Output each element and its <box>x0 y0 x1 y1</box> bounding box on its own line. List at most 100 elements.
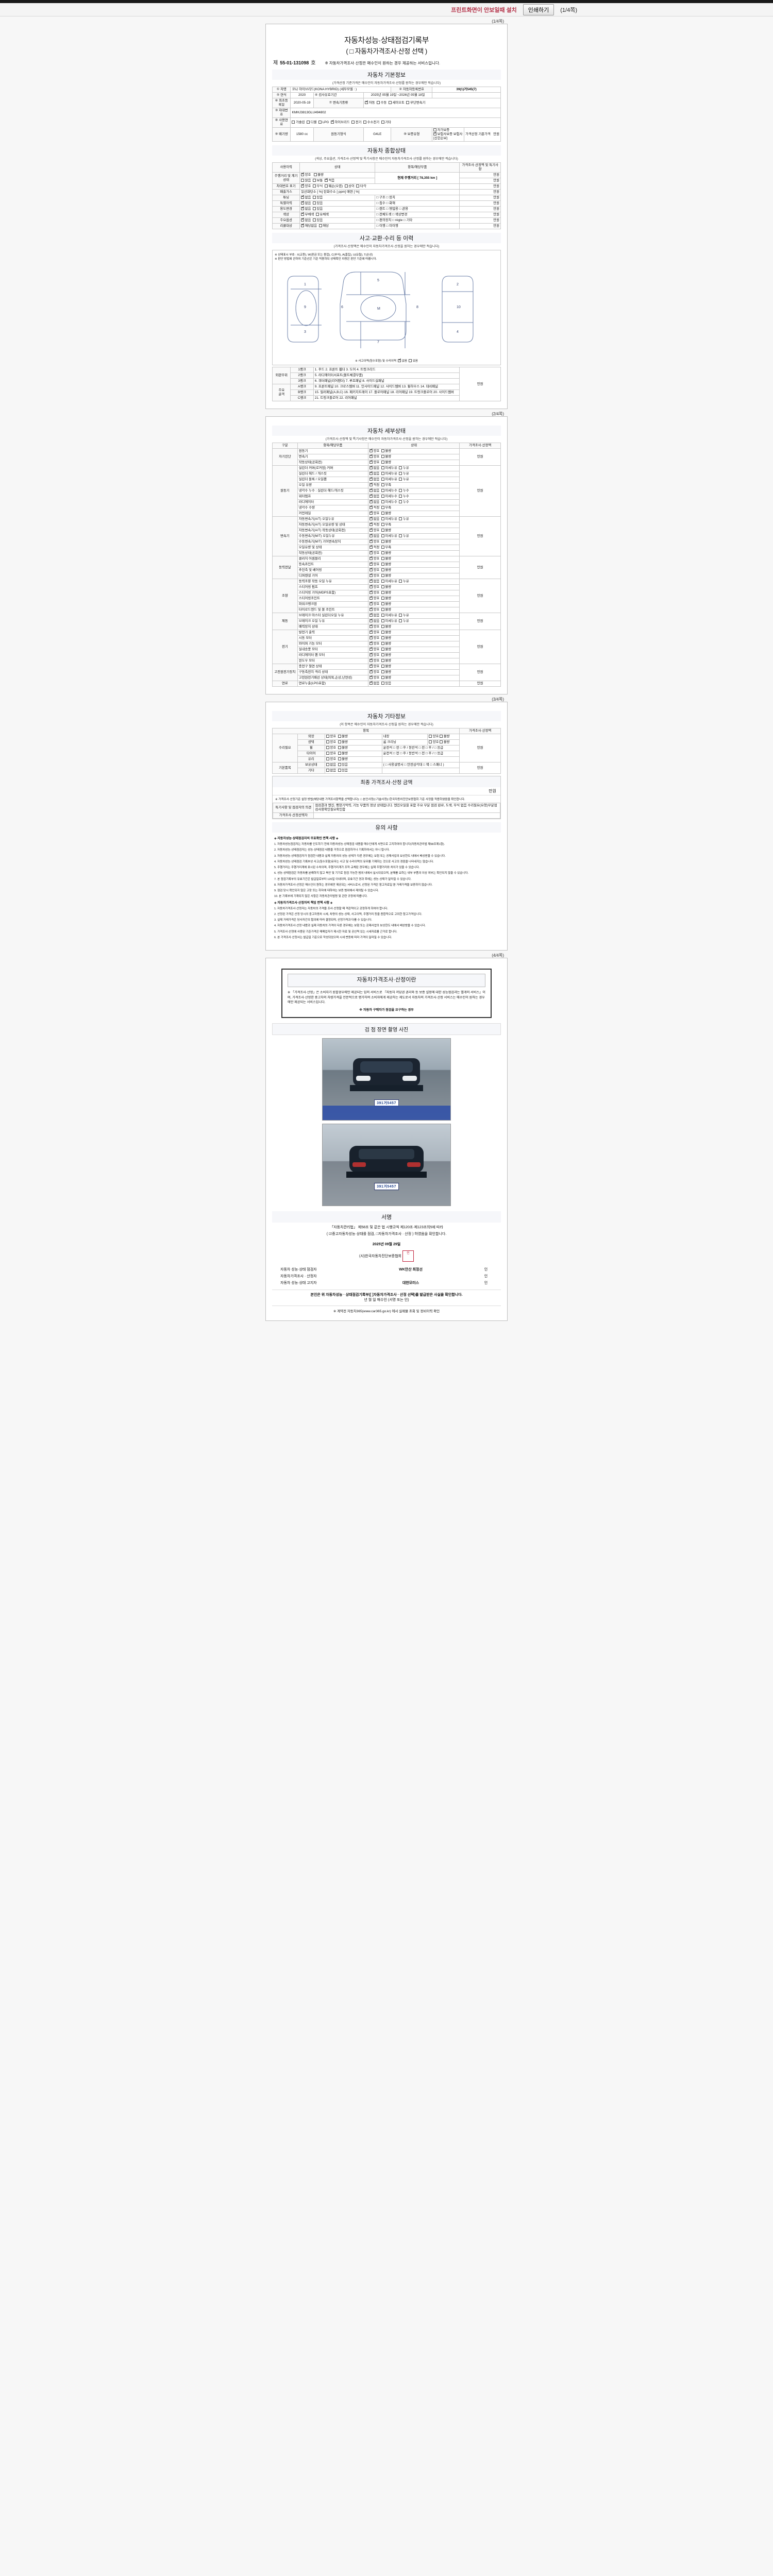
checkbox-없음[interactable] <box>369 516 373 520</box>
checkbox-hydrogen[interactable] <box>363 121 367 124</box>
checkbox-accident-none[interactable] <box>398 358 401 362</box>
checkbox-미세누유[interactable] <box>381 472 384 475</box>
checkbox-recall-na[interactable] <box>301 223 305 227</box>
checkbox-불량[interactable] <box>381 568 384 571</box>
checkbox-양호[interactable] <box>369 635 373 639</box>
checkbox-있음[interactable] <box>381 682 384 685</box>
checkbox-불량[interactable] <box>381 512 384 515</box>
checkbox-불량[interactable] <box>338 735 341 738</box>
checkbox-누유[interactable] <box>399 580 402 583</box>
checkbox-부족[interactable] <box>381 506 384 509</box>
checkbox-없음[interactable] <box>369 579 373 583</box>
checkbox-accident-yes[interactable] <box>409 359 412 362</box>
checkbox-양호[interactable] <box>369 664 373 668</box>
checkbox-누유[interactable] <box>399 472 402 475</box>
checkbox-양호[interactable] <box>369 675 373 679</box>
checkbox-mileage-good[interactable] <box>301 172 305 176</box>
checkbox-양호[interactable] <box>326 735 329 738</box>
checkbox-불량[interactable] <box>381 585 384 588</box>
checkbox-없음[interactable] <box>369 681 373 685</box>
checkbox-불량[interactable] <box>338 752 341 755</box>
checkbox-부족[interactable] <box>381 483 384 486</box>
checkbox-누유[interactable] <box>399 478 402 481</box>
checkbox-불량[interactable] <box>381 659 384 662</box>
checkbox-양호[interactable] <box>429 740 432 743</box>
checkbox-양호[interactable] <box>369 630 373 634</box>
checkbox-불량[interactable] <box>381 648 384 651</box>
checkbox-미세누유[interactable] <box>381 619 384 622</box>
checkbox-불량[interactable] <box>381 636 384 639</box>
checkbox-양호[interactable] <box>369 562 373 566</box>
checkbox-적정[interactable] <box>369 482 373 486</box>
checkbox-mileage-bad[interactable] <box>313 173 317 176</box>
checkbox-양호[interactable] <box>369 448 373 452</box>
checkbox-양호[interactable] <box>369 590 373 594</box>
checkbox-양호[interactable] <box>369 607 373 611</box>
checkbox-누유[interactable] <box>399 466 402 469</box>
checkbox-누유[interactable] <box>399 517 402 520</box>
checkbox-불량[interactable] <box>381 461 384 464</box>
checkbox-special-none[interactable] <box>301 200 305 205</box>
checkbox-있음[interactable] <box>338 763 341 766</box>
checkbox-recall-yes[interactable] <box>318 224 322 227</box>
checkbox-불량[interactable] <box>381 631 384 634</box>
checkbox-vin-different[interactable] <box>344 184 348 188</box>
checkbox-양호[interactable] <box>369 511 373 515</box>
checkbox-불량[interactable] <box>381 625 384 628</box>
checkbox-special-yes[interactable] <box>312 201 316 205</box>
checkbox-양호[interactable] <box>369 596 373 600</box>
checkbox-diesel[interactable] <box>307 121 310 124</box>
checkbox-불량[interactable] <box>381 653 384 656</box>
checkbox-없음[interactable] <box>369 488 373 492</box>
checkbox-누유[interactable] <box>399 534 402 537</box>
checkbox-미세누유[interactable] <box>381 478 384 481</box>
checkbox-불량[interactable] <box>338 740 341 743</box>
checkbox-cvt[interactable] <box>406 101 410 104</box>
checkbox-미세누유[interactable] <box>381 517 384 520</box>
checkbox-tuning-none[interactable] <box>301 195 305 199</box>
checkbox-양호[interactable] <box>326 746 329 749</box>
checkbox-누수[interactable] <box>399 495 402 498</box>
checkbox-없음[interactable] <box>369 499 373 503</box>
checkbox-양호[interactable] <box>369 550 373 554</box>
checkbox-양호[interactable] <box>369 539 373 543</box>
checkbox-적정[interactable] <box>369 545 373 549</box>
checkbox-없음[interactable] <box>369 618 373 622</box>
checkbox-있음[interactable] <box>338 769 341 772</box>
checkbox-양호[interactable] <box>369 641 373 645</box>
checkbox-불량[interactable] <box>381 597 384 600</box>
checkbox-누수[interactable] <box>399 489 402 492</box>
checkbox-없음[interactable] <box>369 471 373 475</box>
checkbox-양호[interactable] <box>429 735 432 738</box>
checkbox-tuning-yes[interactable] <box>312 196 316 199</box>
checkbox-미세누유[interactable] <box>381 466 384 469</box>
checkbox-누유[interactable] <box>399 619 402 622</box>
checkbox-vin-good[interactable] <box>301 183 305 188</box>
checkbox-없음[interactable] <box>369 494 373 498</box>
checkbox-mileage-few[interactable] <box>324 178 328 182</box>
checkbox-불량[interactable] <box>381 642 384 645</box>
checkbox-ev[interactable] <box>351 121 355 124</box>
checkbox-미세누수[interactable] <box>381 500 384 503</box>
checkbox-manual[interactable] <box>377 101 380 104</box>
checkbox-불량[interactable] <box>381 608 384 611</box>
checkbox-양호[interactable] <box>369 567 373 571</box>
checkbox-불량[interactable] <box>381 540 384 543</box>
checkbox-적정[interactable] <box>369 522 373 526</box>
checkbox-vin-damage[interactable] <box>324 184 328 188</box>
checkbox-없음[interactable] <box>326 763 329 766</box>
checkbox-없음[interactable] <box>369 477 373 481</box>
checkbox-mileage-normal[interactable] <box>312 179 316 182</box>
checkbox-양호[interactable] <box>369 454 373 458</box>
checkbox-양호[interactable] <box>369 528 373 532</box>
checkbox-미세누유[interactable] <box>381 614 384 617</box>
checkbox-usechange-none[interactable] <box>301 206 305 210</box>
checkbox-없음[interactable] <box>369 533 373 537</box>
checkbox-color-achromatic[interactable] <box>301 212 305 216</box>
print-button[interactable]: 인쇄하기 <box>523 4 554 15</box>
checkbox-양호[interactable] <box>369 584 373 588</box>
checkbox-양호[interactable] <box>326 752 329 755</box>
checkbox-불량[interactable] <box>381 574 384 577</box>
checkbox-불량[interactable] <box>381 670 384 673</box>
checkbox-양호[interactable] <box>369 669 373 673</box>
